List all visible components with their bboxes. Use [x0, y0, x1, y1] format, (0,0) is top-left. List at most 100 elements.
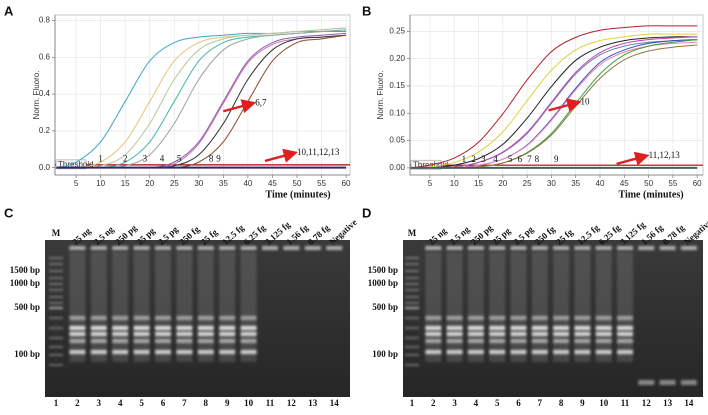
- lane-number: 9: [225, 398, 230, 408]
- product-band: [219, 316, 236, 320]
- lane-number: 8: [559, 398, 564, 408]
- annotation: 8: [535, 154, 540, 164]
- gel-well: [574, 246, 591, 250]
- product-band: [531, 339, 548, 343]
- lane-number: 10: [244, 398, 254, 408]
- gel-well: [531, 246, 548, 250]
- ladder-band: [49, 263, 63, 265]
- product-band: [574, 350, 591, 354]
- lane-number: 2: [431, 398, 436, 408]
- gel-well: [510, 246, 527, 250]
- product-band: [425, 326, 442, 330]
- primer-band: [659, 380, 676, 385]
- product-band: [240, 332, 257, 336]
- gel-well: [489, 246, 506, 250]
- product-band: [595, 339, 612, 343]
- product-band: [90, 326, 107, 330]
- gel-well: [304, 246, 321, 250]
- gel-smear: [240, 252, 257, 362]
- ladder-band: [49, 283, 63, 285]
- lane-number: 1: [410, 398, 415, 408]
- product-band: [467, 339, 484, 343]
- gel-well: [176, 246, 193, 250]
- product-band: [219, 350, 236, 354]
- product-band: [489, 339, 506, 343]
- amplification-curve: [410, 36, 698, 169]
- lane-header: M: [52, 228, 61, 238]
- product-band: [531, 316, 548, 320]
- gel-smear: [617, 252, 633, 362]
- product-band: [155, 350, 171, 354]
- ladder-band: [405, 302, 419, 304]
- gel-well: [595, 246, 612, 250]
- x-tick-label: 15: [121, 179, 130, 188]
- lane-number: 8: [204, 398, 209, 408]
- gel-well: [133, 246, 150, 250]
- annotation: 8: [209, 153, 214, 163]
- annotation-arrow: [222, 99, 257, 114]
- ladder-band: [49, 257, 63, 259]
- product-band: [467, 326, 484, 330]
- annotation: 10,11,12,13: [297, 147, 340, 157]
- y-tick-label: 0.05: [389, 136, 405, 145]
- amplification-curve: [410, 36, 698, 169]
- annotation: 9: [216, 153, 221, 163]
- lane-number: 2: [75, 398, 80, 408]
- product-band: [617, 332, 633, 336]
- product-band: [467, 350, 484, 354]
- x-tick-label: 35: [571, 179, 580, 188]
- product-band: [219, 332, 236, 336]
- annotation: 6,7: [255, 97, 267, 107]
- product-band: [574, 326, 591, 330]
- product-band: [617, 339, 633, 343]
- ladder-band: [49, 364, 63, 366]
- lane-number: 12: [287, 398, 297, 408]
- lane-number: 3: [97, 398, 102, 408]
- ladder-band: [49, 307, 63, 309]
- gel-well: [680, 246, 697, 250]
- product-band: [595, 350, 612, 354]
- gel-well: [69, 246, 86, 250]
- ladder-band: [405, 307, 419, 309]
- gel-well: [638, 246, 655, 250]
- lane-number: 14: [330, 398, 340, 408]
- annotation: 2: [471, 154, 476, 164]
- product-band: [90, 332, 107, 336]
- product-band: [553, 350, 570, 354]
- gel-well: [446, 246, 463, 250]
- lane-number: 9: [580, 398, 585, 408]
- ladder-band: [49, 277, 63, 279]
- product-band: [197, 326, 214, 330]
- product-band: [240, 316, 257, 320]
- product-band: [155, 316, 171, 320]
- lane-number: 1: [54, 398, 59, 408]
- annotation: 10: [581, 96, 591, 106]
- ladder-band: [49, 327, 63, 329]
- annotation: 5: [177, 153, 182, 163]
- product-band: [155, 339, 171, 343]
- x-tick-label: 30: [194, 179, 203, 188]
- y-axis-title: Norm. Fluoro.: [376, 71, 385, 120]
- size-marker: 500 bp: [14, 302, 40, 312]
- annotation: 6: [518, 154, 523, 164]
- lane-number: 6: [161, 398, 166, 408]
- y-tick-label: 0.00: [389, 163, 405, 172]
- x-tick-label: 20: [498, 179, 507, 188]
- product-band: [69, 326, 86, 330]
- product-band: [155, 326, 171, 330]
- gel-well: [112, 246, 129, 250]
- lane-number: 4: [118, 398, 123, 408]
- panel-label: C: [4, 205, 14, 220]
- product-band: [176, 326, 193, 330]
- gel-well: [155, 246, 171, 250]
- lane-header: M: [408, 228, 417, 238]
- x-tick-label: 30: [547, 179, 556, 188]
- product-band: [425, 350, 442, 354]
- ladder-band: [405, 346, 419, 348]
- product-band: [176, 339, 193, 343]
- product-band: [574, 332, 591, 336]
- lane-number: 7: [538, 398, 543, 408]
- ladder-band: [49, 337, 63, 339]
- x-tick-label: 25: [523, 179, 532, 188]
- product-band: [155, 332, 171, 336]
